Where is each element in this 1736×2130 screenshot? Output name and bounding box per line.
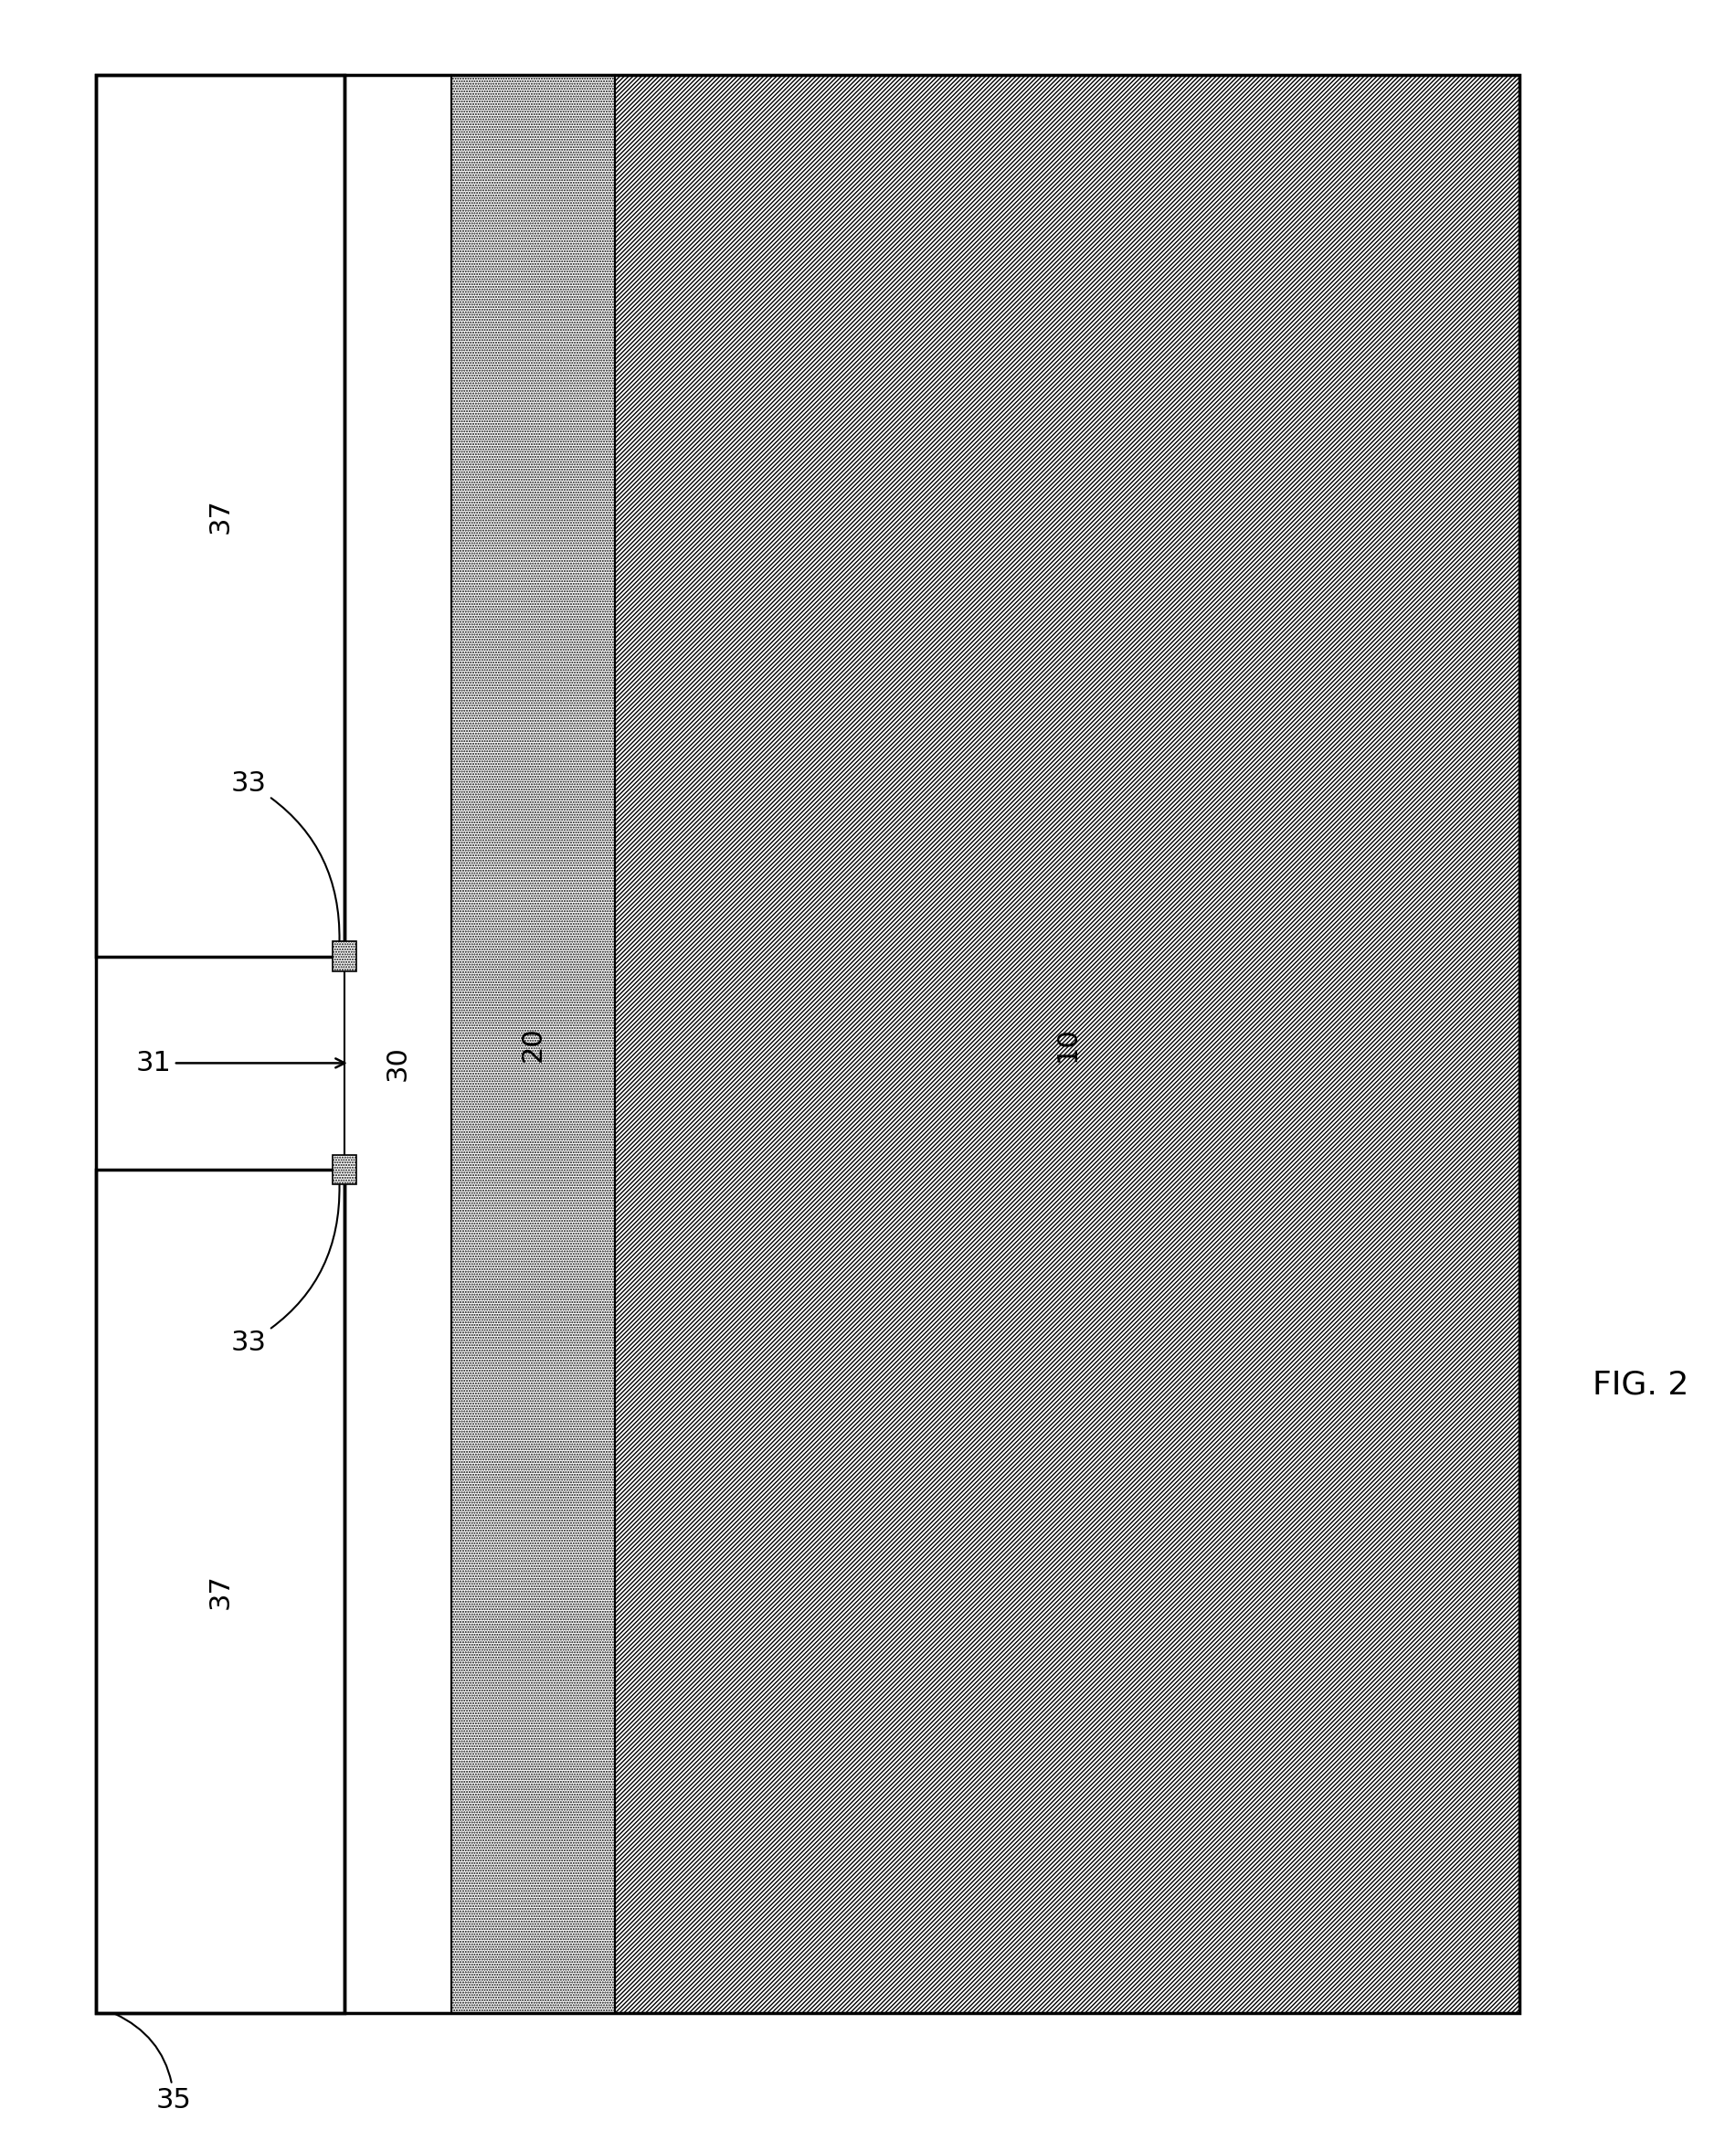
Bar [615, 75, 1519, 2013]
Bar [451, 75, 615, 2013]
Text: 35: 35 [115, 2013, 191, 2113]
Text: 33: 33 [231, 771, 340, 941]
Text: 37: 37 [207, 498, 233, 532]
Text: 31: 31 [135, 1050, 345, 1076]
Text: 37: 37 [207, 1574, 233, 1608]
Text: 10: 10 [1054, 1027, 1080, 1061]
Text: 20: 20 [521, 1027, 547, 1061]
Bar [344, 75, 451, 2013]
Text: 33: 33 [231, 1184, 340, 1357]
Text: 30: 30 [385, 1046, 411, 1080]
Bar [332, 941, 358, 971]
Bar [95, 75, 1519, 2013]
Bar [95, 1169, 344, 2013]
Text: FIG. 2: FIG. 2 [1592, 1370, 1689, 1399]
Bar [332, 1154, 358, 1184]
Bar [95, 75, 344, 956]
